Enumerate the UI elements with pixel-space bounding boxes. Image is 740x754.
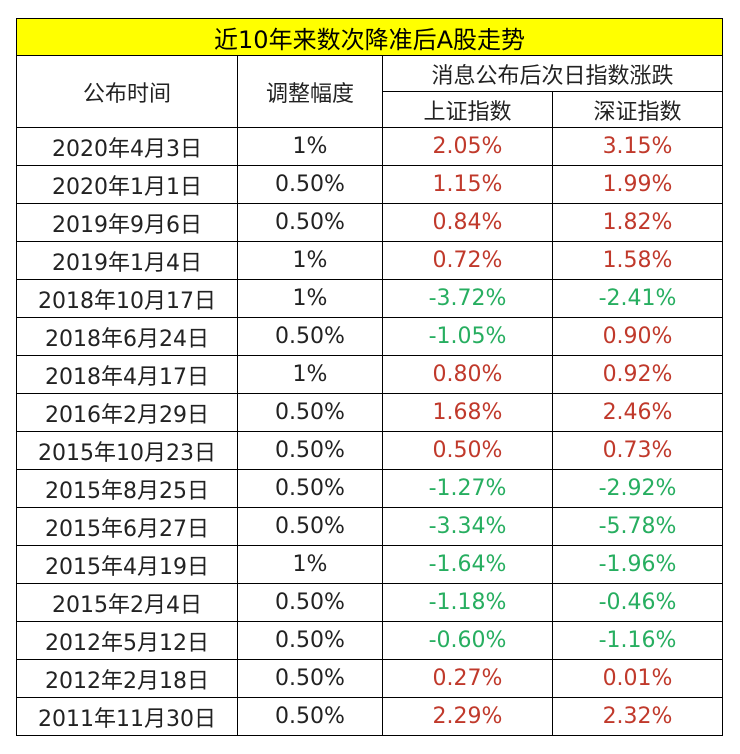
cell-date: 2020年1月1日 <box>16 165 238 204</box>
cell-sz-change: -2.92% <box>551 469 724 508</box>
header-adjust: 调整幅度 <box>237 55 383 128</box>
table-row: 2016年2月29日 0.50% 1.68% 2.46% <box>16 393 724 432</box>
table-row: 2019年9月6日 0.50% 0.84% 1.82% <box>16 203 724 242</box>
header-date: 公布时间 <box>16 55 238 128</box>
header-next-day: 消息公布后次日指数涨跌 <box>381 55 724 92</box>
cell-date: 2018年4月17日 <box>16 355 238 394</box>
cell-sh-change: -1.18% <box>382 583 553 622</box>
table-row: 2020年1月1日 0.50% 1.15% 1.99% <box>16 165 724 204</box>
cell-adjust: 0.50% <box>237 507 383 546</box>
cell-adjust: 1% <box>237 241 383 280</box>
cell-date: 2018年6月24日 <box>16 317 238 356</box>
cell-date: 2015年10月23日 <box>16 431 238 470</box>
header-sh-index: 上证指数 <box>382 91 553 128</box>
table-row: 2015年6月27日 0.50% -3.34% -5.78% <box>16 507 724 546</box>
cell-sz-change: 0.92% <box>551 355 724 394</box>
cell-adjust: 0.50% <box>237 697 383 736</box>
cell-sz-change: 2.46% <box>551 393 724 432</box>
cell-date: 2018年10月17日 <box>16 279 238 318</box>
cell-sh-change: 2.05% <box>382 127 553 166</box>
cell-adjust: 0.50% <box>237 431 383 470</box>
cell-date: 2012年2月18日 <box>16 659 238 698</box>
cell-adjust: 0.50% <box>237 469 383 508</box>
cell-sh-change: -3.34% <box>382 507 553 546</box>
table-row: 2018年10月17日 1% -3.72% -2.41% <box>16 279 724 318</box>
header-sz-index: 深证指数 <box>551 91 724 128</box>
cell-sh-change: 1.15% <box>382 165 553 204</box>
cell-date: 2019年9月6日 <box>16 203 238 242</box>
table-row: 2015年4月19日 1% -1.64% -1.96% <box>16 545 724 584</box>
table-row: 2018年4月17日 1% 0.80% 0.92% <box>16 355 724 394</box>
cell-date: 2020年4月3日 <box>16 127 238 166</box>
cell-adjust: 0.50% <box>237 203 383 242</box>
table-row: 2015年10月23日 0.50% 0.50% 0.73% <box>16 431 724 470</box>
cell-date: 2015年8月25日 <box>16 469 238 508</box>
table-row: 2015年8月25日 0.50% -1.27% -2.92% <box>16 469 724 508</box>
cell-sh-change: -1.64% <box>382 545 553 584</box>
cell-sz-change: 0.73% <box>551 431 724 470</box>
cell-sh-change: 0.84% <box>382 203 553 242</box>
cell-sz-change: 1.99% <box>551 165 724 204</box>
cell-date: 2015年6月27日 <box>16 507 238 546</box>
rrr-cut-table: 近10年来数次降准后A股走势 公布时间 调整幅度 消息公布后次日指数涨跌 上证指… <box>15 18 724 736</box>
cell-adjust: 0.50% <box>237 317 383 356</box>
cell-adjust: 1% <box>237 279 383 318</box>
cell-adjust: 0.50% <box>237 659 383 698</box>
table-row: 2011年11月30日 0.50% 2.29% 2.32% <box>16 697 724 736</box>
cell-sh-change: 0.80% <box>382 355 553 394</box>
cell-sh-change: 0.72% <box>382 241 553 280</box>
cell-sz-change: -1.16% <box>551 621 724 660</box>
table-row: 2015年2月4日 0.50% -1.18% -0.46% <box>16 583 724 622</box>
cell-sz-change: 0.90% <box>551 317 724 356</box>
cell-date: 2015年2月4日 <box>16 583 238 622</box>
cell-sz-change: 3.15% <box>551 127 724 166</box>
cell-sz-change: 1.58% <box>551 241 724 280</box>
cell-adjust: 1% <box>237 127 383 166</box>
table-row: 2012年2月18日 0.50% 0.27% 0.01% <box>16 659 724 698</box>
cell-date: 2015年4月19日 <box>16 545 238 584</box>
cell-sh-change: -1.05% <box>382 317 553 356</box>
cell-adjust: 1% <box>237 355 383 394</box>
cell-sh-change: 0.27% <box>382 659 553 698</box>
cell-sh-change: 2.29% <box>382 697 553 736</box>
table-body: 2020年4月3日 1% 2.05% 3.15% 2020年1月1日 0.50% 1.15%… <box>16 127 724 736</box>
table-row: 2018年6月24日 0.50% -1.05% 0.90% <box>16 317 724 356</box>
cell-sz-change: 0.01% <box>551 659 724 698</box>
cell-date: 2011年11月30日 <box>16 697 238 736</box>
cell-adjust: 0.50% <box>237 165 383 204</box>
cell-sh-change: 1.68% <box>382 393 553 432</box>
cell-sz-change: -2.41% <box>551 279 724 318</box>
table-title: 近10年来数次降准后A股走势 <box>15 18 724 56</box>
table-row: 2019年1月4日 1% 0.72% 1.58% <box>16 241 724 280</box>
cell-sz-change: -0.46% <box>551 583 724 622</box>
cell-adjust: 0.50% <box>237 583 383 622</box>
cell-date: 2012年5月12日 <box>16 621 238 660</box>
cell-sz-change: 1.82% <box>551 203 724 242</box>
cell-sh-change: -0.60% <box>382 621 553 660</box>
cell-adjust: 0.50% <box>237 393 383 432</box>
cell-adjust: 1% <box>237 545 383 584</box>
table-row: 2012年5月12日 0.50% -0.60% -1.16% <box>16 621 724 660</box>
cell-sz-change: -5.78% <box>551 507 724 546</box>
cell-adjust: 0.50% <box>237 621 383 660</box>
cell-sz-change: -1.96% <box>551 545 724 584</box>
cell-sh-change: -1.27% <box>382 469 553 508</box>
cell-date: 2016年2月29日 <box>16 393 238 432</box>
cell-sh-change: 0.50% <box>382 431 553 470</box>
cell-sz-change: 2.32% <box>551 697 724 736</box>
cell-sh-change: -3.72% <box>382 279 553 318</box>
table-row: 2020年4月3日 1% 2.05% 3.15% <box>16 127 724 166</box>
cell-date: 2019年1月4日 <box>16 241 238 280</box>
